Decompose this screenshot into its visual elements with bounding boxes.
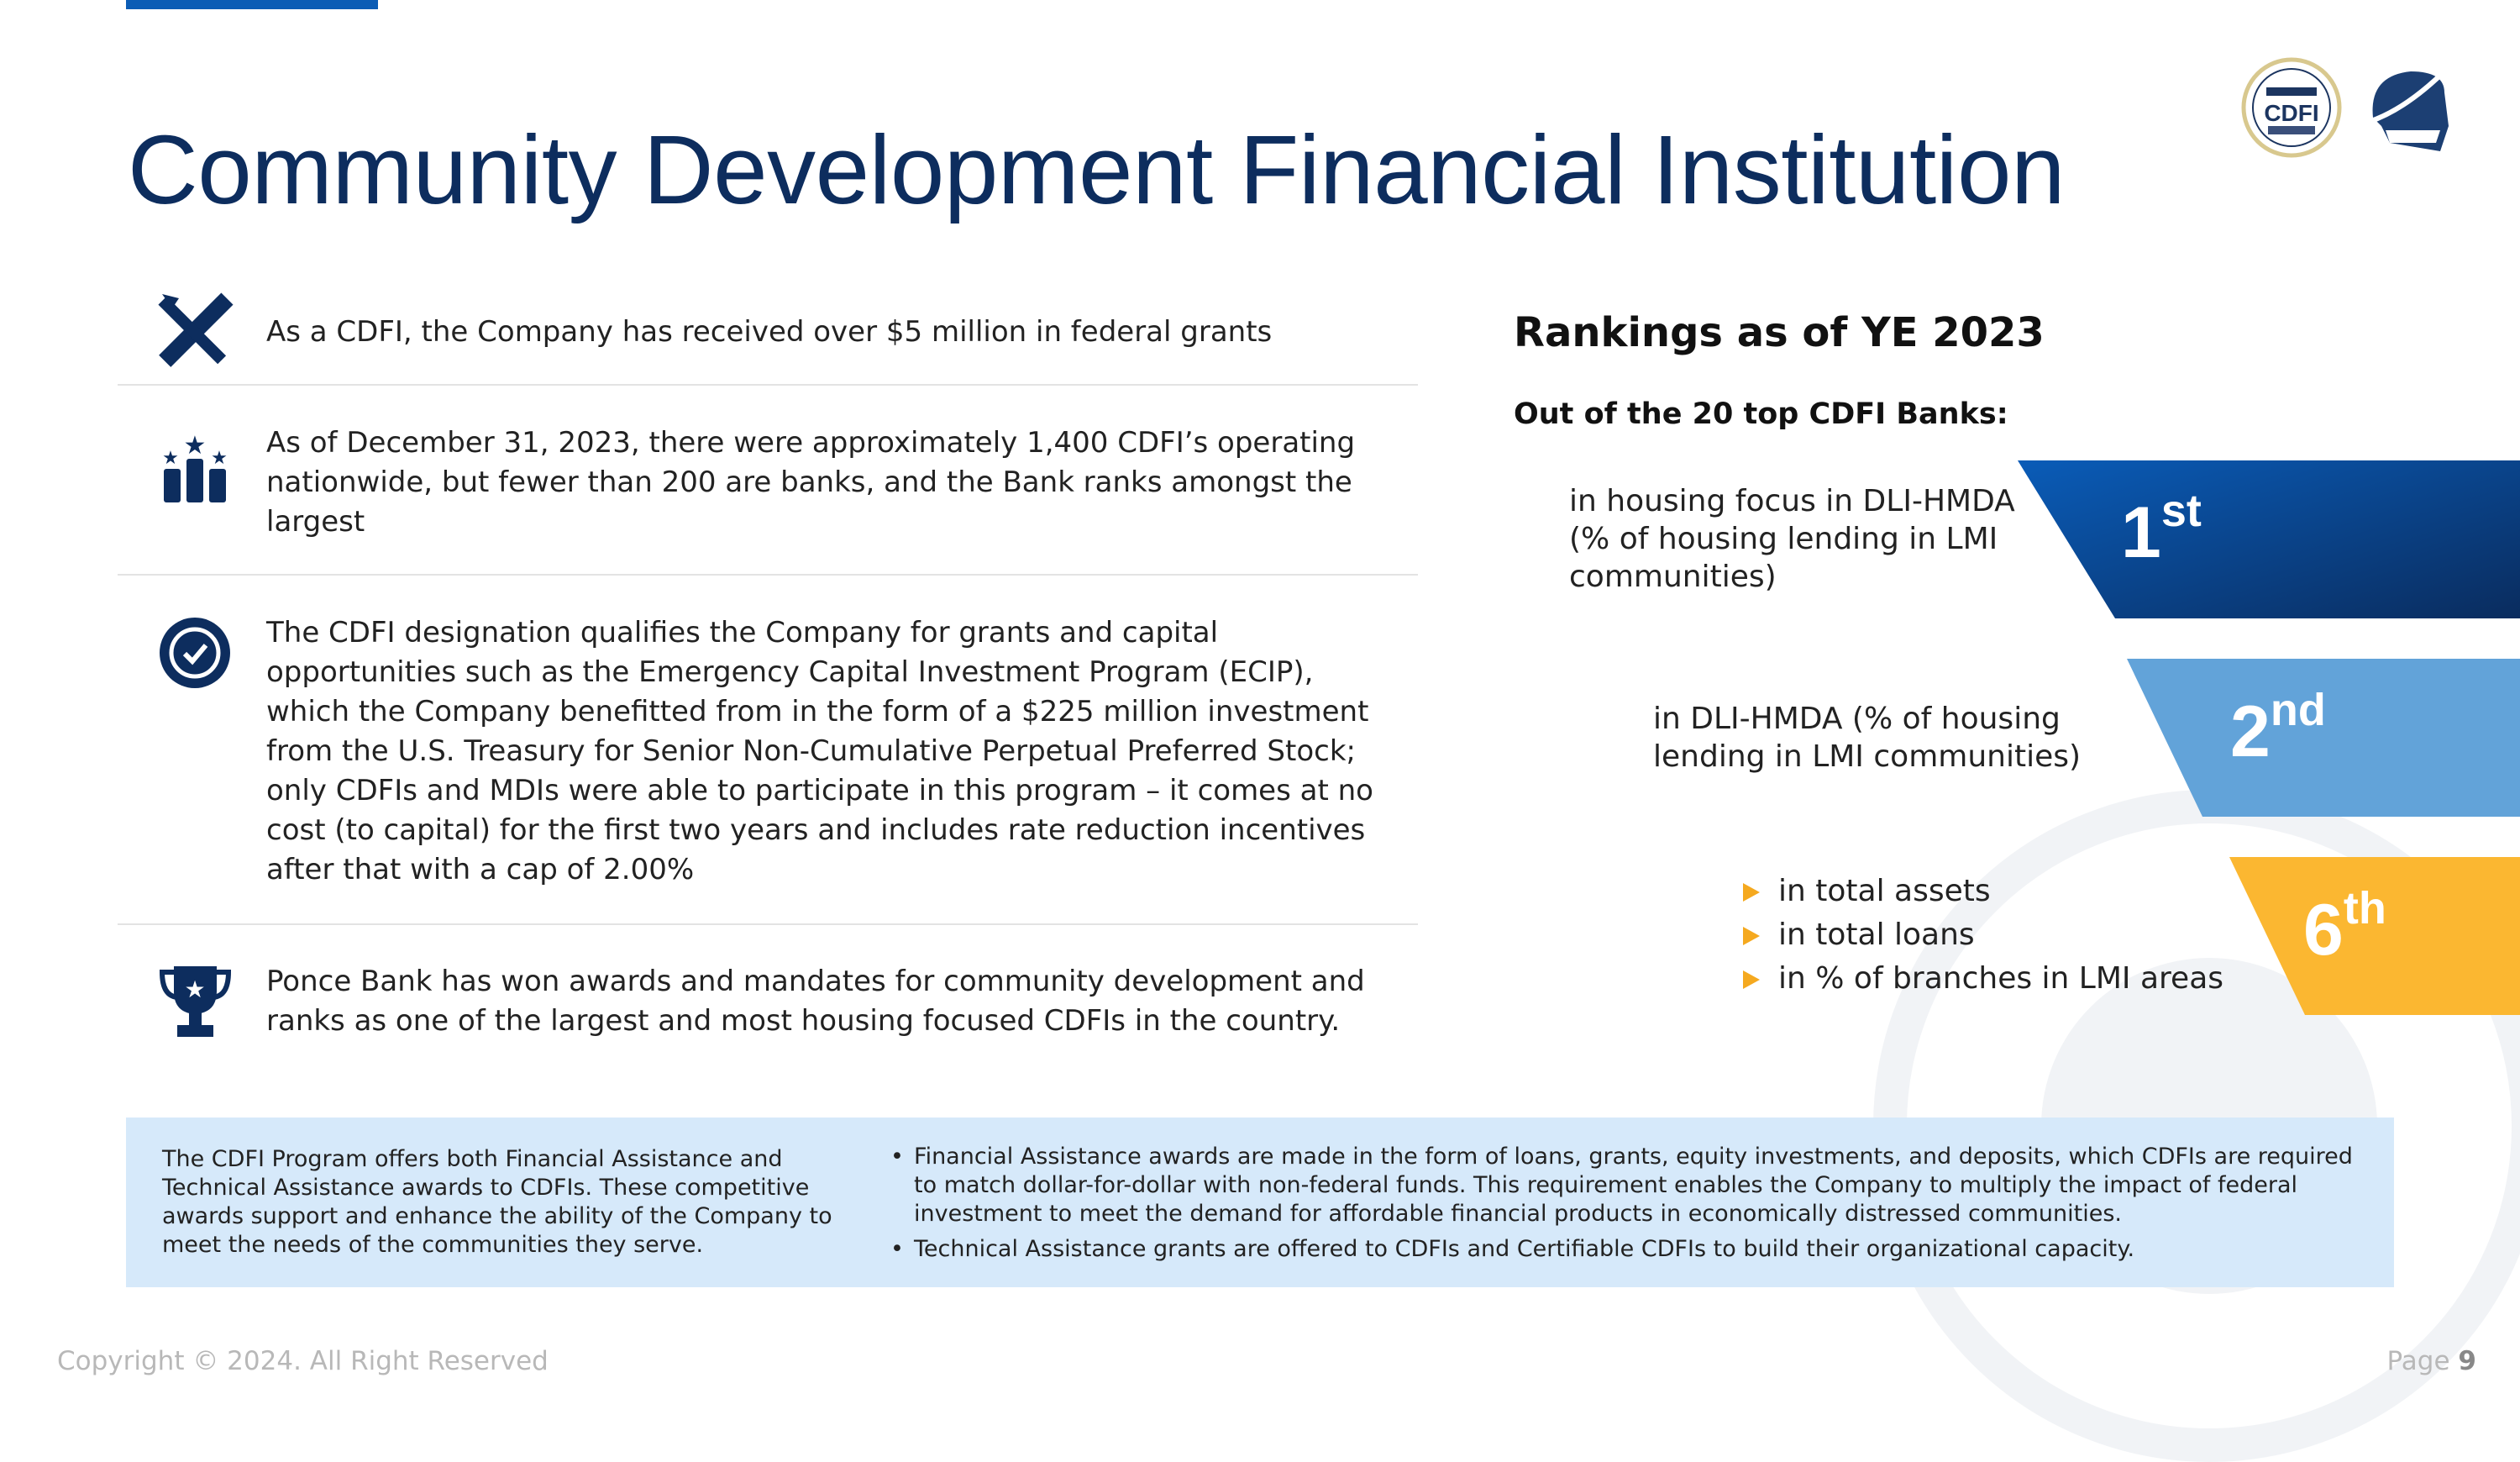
row-text: Ponce Bank has won awards and mandates f…	[266, 965, 1365, 1038]
row-text: As a CDFI, the Company has received over…	[266, 315, 1273, 349]
page-title: Community Development Financial Institut…	[128, 115, 2065, 224]
rank-3-list: in total assets in total loans in % of b…	[1743, 870, 2223, 1001]
divider	[118, 384, 1418, 386]
podium-stars-icon: ★★ ★	[162, 431, 228, 502]
svg-text:★: ★	[162, 448, 179, 469]
svg-text:★: ★	[184, 976, 205, 1003]
accent-bar	[126, 0, 378, 9]
cdfi-certified-logo: CDFI	[2241, 57, 2342, 158]
rank-1-value: 1st	[2121, 486, 2202, 573]
info-bullets: Financial Assistance awards are made in …	[890, 1143, 2369, 1270]
divider	[118, 923, 1418, 925]
rank-3-value: 6th	[2303, 883, 2386, 970]
row-text: As of December 31, 2023, there were appr…	[266, 426, 1356, 539]
verified-badge-icon	[160, 618, 230, 688]
copyright: Copyright © 2024. All Right Reserved	[57, 1346, 549, 1376]
rank-3-bullet: in % of branches in LMI areas	[1743, 957, 2223, 1001]
rank-2-value: 2nd	[2230, 685, 2326, 772]
svg-text:★: ★	[184, 431, 207, 460]
page-number: Page 9	[2386, 1346, 2477, 1376]
rank-band-2	[2127, 659, 2520, 817]
rank-band-1	[2018, 460, 2520, 618]
divider	[118, 574, 1418, 576]
rank-band-3	[2229, 857, 2520, 1015]
tools-icon	[158, 292, 234, 367]
rankings-subtitle: Out of the 20 top CDFI Banks:	[1514, 397, 2008, 431]
info-bullet: Technical Assistance grants are offered …	[890, 1235, 2369, 1264]
svg-text:CDFI: CDFI	[2264, 100, 2318, 126]
triangle-bullet-icon	[1743, 883, 1760, 902]
svg-text:★: ★	[211, 448, 228, 469]
rank-3-bullet: in total assets	[1743, 870, 2223, 913]
info-summary: The CDFI Program offers both Financial A…	[162, 1146, 832, 1258]
info-box: The CDFI Program offers both Financial A…	[126, 1118, 2394, 1287]
triangle-bullet-icon	[1743, 927, 1760, 945]
trophy-icon: ★	[159, 966, 232, 1037]
rank-2-label: in DLI-HMDA (% of housing lending in LMI…	[1653, 702, 2082, 774]
row-text: The CDFI designation qualifies the Compa…	[266, 616, 1373, 886]
ponce-bank-logo	[2368, 65, 2451, 151]
rank-3-bullet: in total loans	[1743, 913, 2223, 957]
info-bullet: Financial Assistance awards are made in …	[890, 1143, 2369, 1228]
rank-1-label: in housing focus in DLI-HMDA (% of housi…	[1569, 484, 2015, 594]
triangle-bullet-icon	[1743, 970, 1760, 989]
rankings-title: Rankings as of YE 2023	[1514, 309, 2045, 356]
